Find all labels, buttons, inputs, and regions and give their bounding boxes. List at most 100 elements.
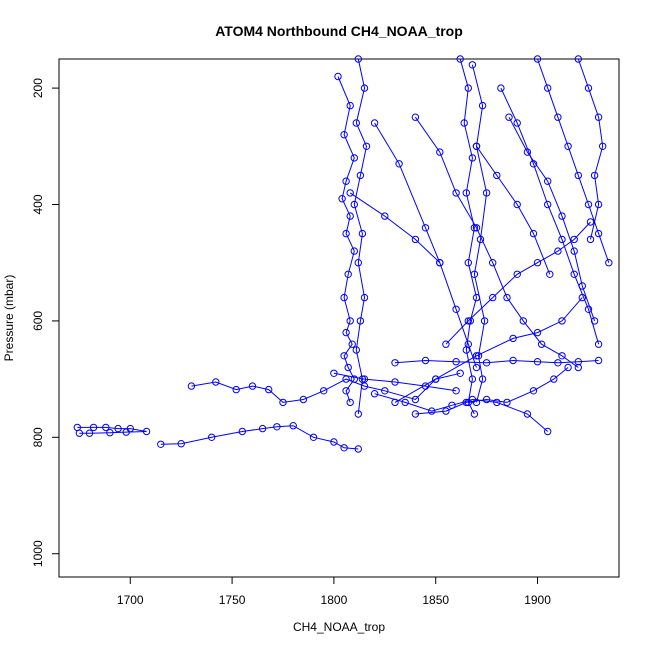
data-point [142,427,151,436]
data-point [468,375,477,383]
series-line [476,146,551,275]
data-point [258,424,267,433]
data-point [344,363,352,372]
data-point [594,356,603,365]
data-point [428,407,436,415]
series-18 [442,218,595,348]
data-point [360,84,369,92]
data-point [432,375,440,383]
data-point [279,398,287,407]
data-point [590,317,599,325]
series-5 [350,55,371,418]
data-point [464,84,472,92]
chart-title: ATOM4 Northbound CH4_NOAA_trop [215,23,463,39]
data-point [421,382,430,390]
data-point [89,423,98,432]
data-point [370,119,379,127]
series-line [333,372,457,392]
data-point [468,395,477,404]
data-point [342,229,350,238]
data-point [489,293,497,302]
data-point [599,142,607,151]
data-point [452,189,460,197]
data-point [456,55,464,63]
series-15 [370,390,552,436]
data-point [354,55,362,63]
data-point [584,305,593,313]
data-point [519,317,527,325]
data-point [340,293,348,302]
series-line [577,58,604,240]
series-line [459,58,478,415]
x-tick-label: 1800 [321,593,348,607]
data-point [564,142,572,151]
data-point [360,375,369,383]
data-point [482,395,491,404]
data-point [273,423,281,431]
data-point [578,282,586,290]
data-point [478,375,487,383]
x-tick-label: 1700 [117,593,144,607]
data-point [238,427,247,436]
data-point [248,382,257,390]
data-point [574,171,582,180]
data-point [411,113,420,121]
data-point [570,235,578,244]
series-line [160,425,359,450]
data-point [503,398,511,407]
data-point [489,259,497,267]
data-point [544,200,552,209]
data-point [544,84,552,92]
data-point [340,352,348,360]
data-point [452,305,460,313]
data-point [342,177,350,185]
data-point [605,259,613,267]
data-point [354,410,362,418]
series-line [394,297,583,403]
data-point [350,154,358,162]
data-point [346,212,354,220]
data-point [356,171,365,180]
data-point [289,422,297,430]
data-point [421,224,430,232]
data-point [370,390,379,398]
data-point [544,177,552,185]
data-point [411,410,420,418]
data-point [346,101,354,110]
data-point [352,119,360,127]
data-point [586,235,595,244]
data-point [594,340,603,348]
data-point [513,119,521,127]
data-point [340,131,348,139]
y-tick-label: 400 [31,194,45,214]
y-tick-label: 800 [31,427,45,447]
data-point [558,212,566,220]
data-point [344,270,352,278]
data-point [466,317,474,325]
data-point [381,387,389,395]
data-point [523,410,532,418]
data-point [537,340,546,348]
data-point [346,189,354,197]
data-point [462,346,470,354]
data-point [340,444,348,452]
data-point [513,200,521,209]
y-axis: 200 400 600 800 1000 [31,78,60,567]
data-point [342,387,350,395]
series-line [445,221,591,345]
data-point [462,398,470,407]
data-point [464,317,472,325]
data-point [594,113,603,121]
data-point [360,293,369,302]
data-point [452,358,460,366]
data-point [472,224,481,232]
data-point [208,433,216,441]
series-12 [574,55,607,244]
data-point [187,382,196,390]
series-line [77,426,147,434]
data-point [350,200,358,209]
y-axis-label: Pressure (mbar) [2,275,16,362]
x-tick-label: 1750 [219,593,246,607]
data-point [330,438,338,446]
data-point [470,270,479,278]
